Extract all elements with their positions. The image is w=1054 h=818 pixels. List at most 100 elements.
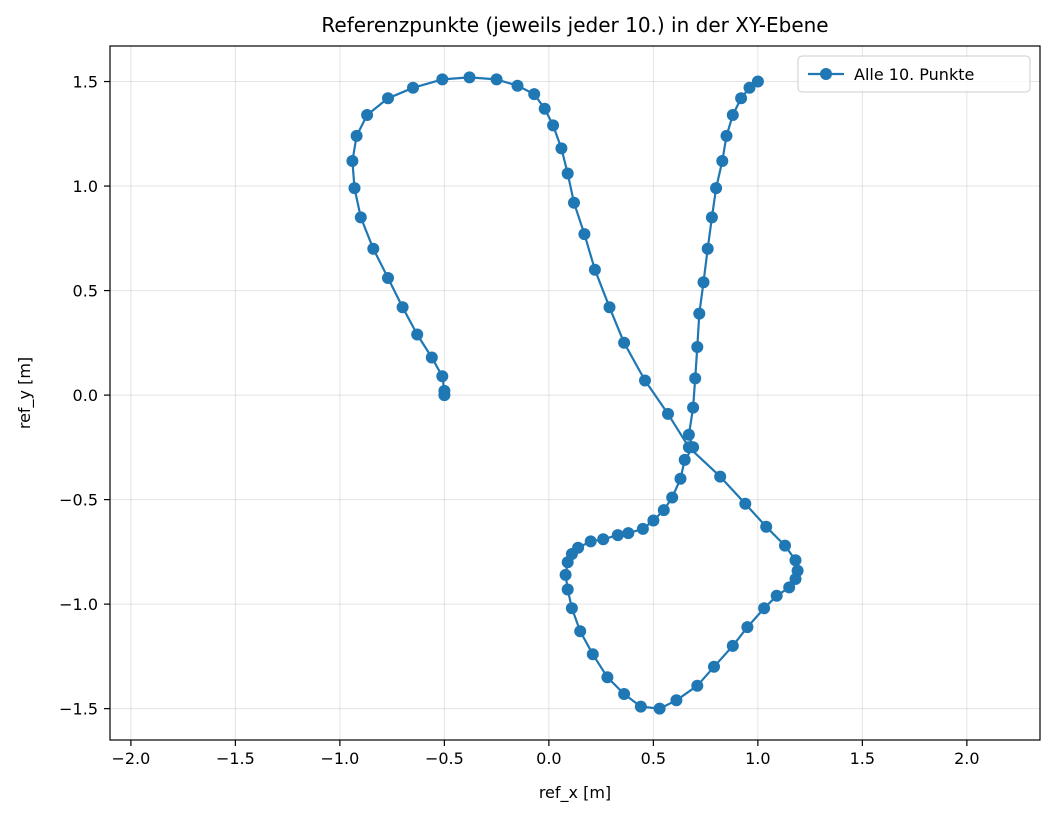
data-point — [687, 441, 700, 454]
data-point — [574, 625, 587, 638]
x-tick-label: −1.5 — [216, 749, 255, 768]
data-point — [705, 211, 718, 224]
data-point — [411, 328, 424, 341]
data-point — [674, 472, 687, 485]
data-point — [618, 688, 631, 700]
y-axis-label: ref_y [m] — [15, 357, 35, 429]
data-point — [636, 522, 649, 535]
data-point — [691, 341, 704, 353]
data-point — [708, 660, 720, 673]
data-point — [561, 583, 574, 596]
data-point — [528, 88, 541, 101]
data-point — [691, 679, 704, 692]
data-point — [657, 504, 670, 517]
data-point — [572, 541, 585, 554]
legend-entry-label: Alle 10. Punkte — [854, 65, 974, 84]
data-point — [653, 702, 666, 715]
legend-box — [797, 55, 1031, 93]
data-point — [463, 71, 476, 84]
legend-marker — [820, 68, 832, 80]
data-point — [597, 533, 610, 546]
data-point — [407, 81, 419, 94]
data-point — [743, 81, 756, 94]
data-point — [588, 263, 601, 276]
data-point — [678, 453, 691, 466]
x-axis: −2.0 −1.5 −1.0 −0.5 0.0 0.5 1.0 1.5 2.0 — [111, 740, 980, 768]
data-point — [348, 182, 361, 195]
data-point — [367, 242, 380, 255]
data-point — [714, 470, 727, 483]
data-point — [789, 573, 802, 585]
data-point — [687, 401, 700, 414]
x-tick-label: 1.0 — [745, 749, 770, 768]
data-point — [354, 211, 367, 224]
data-point — [438, 384, 451, 397]
data-point — [720, 129, 733, 142]
y-tick-label: 1.0 — [73, 177, 98, 196]
data-point — [350, 129, 363, 142]
y-tick-label: −0.5 — [59, 491, 98, 510]
x-tick-label: −1.0 — [320, 749, 359, 768]
data-point — [578, 228, 591, 241]
x-tick-label: 2.0 — [954, 749, 979, 768]
data-point — [682, 428, 695, 441]
data-point — [361, 109, 374, 121]
data-point — [770, 589, 783, 602]
data-point — [538, 102, 551, 115]
data-point — [783, 581, 796, 594]
data-point — [555, 142, 568, 155]
plot-frame — [109, 45, 1041, 741]
data-point — [670, 694, 683, 707]
data-point — [639, 374, 651, 387]
data-point — [586, 648, 599, 661]
data-point — [601, 671, 614, 684]
y-tick-label: 1.5 — [73, 73, 98, 92]
data-point — [382, 272, 394, 284]
y-tick-label: 0.0 — [73, 386, 98, 405]
data-point — [565, 602, 578, 615]
data-point — [511, 79, 524, 92]
chart-title: Referenzpunkte (jeweils jeder 10.) in de… — [321, 13, 828, 37]
data-point — [561, 167, 574, 180]
data-point — [436, 73, 449, 86]
data-point — [739, 497, 752, 510]
legend: Alle 10. Punkte — [797, 55, 1031, 93]
y-tick-label: 0.5 — [73, 282, 98, 301]
data-point — [689, 372, 702, 385]
data-point — [666, 491, 679, 504]
x-tick-label: 1.5 — [850, 749, 875, 768]
data-point — [726, 109, 739, 121]
x-tick-label: 0.0 — [536, 749, 561, 768]
data-point — [726, 639, 739, 652]
x-tick-label: −0.5 — [425, 749, 464, 768]
y-tick-label: −1.0 — [59, 595, 98, 614]
data-point — [634, 700, 647, 713]
data-point — [436, 370, 449, 383]
data-point — [779, 539, 791, 552]
data-point — [568, 196, 580, 209]
data-point — [490, 73, 503, 86]
data-point — [396, 301, 409, 314]
data-point — [697, 276, 710, 289]
data-point — [611, 529, 624, 542]
x-axis-label: ref_x [m] — [539, 783, 611, 803]
data-point — [751, 75, 764, 88]
data-point — [584, 535, 597, 548]
data-point — [346, 155, 359, 167]
series-layer — [346, 71, 804, 715]
data-point — [758, 602, 771, 615]
data-point — [693, 307, 706, 320]
data-point — [760, 520, 773, 533]
x-tick-label: 0.5 — [641, 749, 666, 768]
data-point — [789, 554, 802, 567]
data-point — [425, 351, 438, 364]
data-point — [647, 514, 660, 527]
y-tick-label: −1.5 — [59, 700, 98, 719]
data-point — [716, 155, 729, 167]
data-point — [735, 92, 748, 105]
data-point — [603, 301, 616, 314]
data-point — [701, 242, 714, 255]
data-point — [710, 182, 723, 195]
